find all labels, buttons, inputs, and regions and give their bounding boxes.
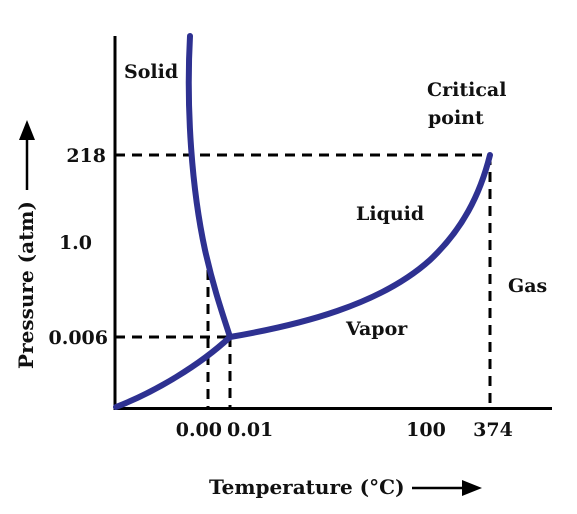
y-axis-title: Pressure (atm)	[14, 201, 38, 369]
vapor-region-label: Vapor	[345, 318, 408, 340]
solid-liquid-boundary	[185, 33, 233, 340]
gas-region-label: Gas	[508, 275, 547, 297]
y-tick-1-0: 1.0	[59, 232, 92, 254]
x-axis-title: Temperature (°C)	[209, 475, 405, 499]
x-tick-100: 100	[406, 419, 446, 441]
x-tick-0-00: 0.00	[176, 419, 222, 441]
y-tick-218: 218	[66, 145, 106, 167]
solid-vapor-boundary	[113, 334, 233, 410]
arrow-up-icon	[19, 120, 35, 190]
liquid-vapor-boundary	[227, 152, 493, 340]
y-tick-0-006: 0.006	[49, 327, 109, 349]
critical-point-label-line1: Critical	[427, 79, 506, 101]
x-tick-374: 374	[473, 419, 513, 441]
liquid-region-label: Liquid	[356, 203, 424, 225]
x-tick-0-01: 0.01	[227, 419, 273, 441]
solid-region-label: Solid	[124, 61, 178, 83]
arrow-right-icon	[412, 480, 482, 496]
critical-point-label-line2: point	[428, 107, 484, 129]
